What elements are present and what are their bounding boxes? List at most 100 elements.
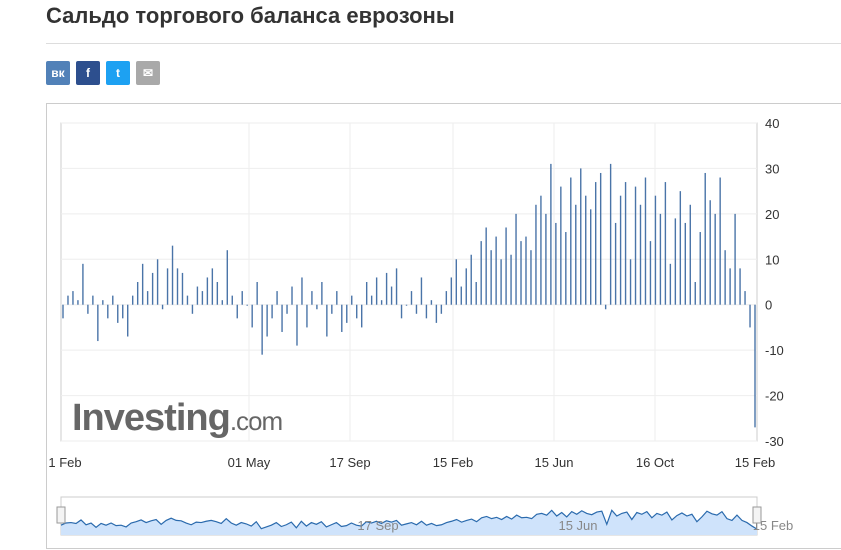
bar [77, 300, 79, 305]
bar [565, 232, 567, 305]
x-tick-label: 15 Jun [534, 455, 573, 470]
bar [385, 272, 388, 305]
bar [112, 295, 114, 305]
bar [709, 200, 711, 305]
bar [146, 291, 149, 305]
bar [276, 291, 278, 305]
bar [614, 222, 617, 305]
bar [714, 213, 716, 305]
bar [181, 272, 184, 305]
bar [560, 186, 562, 305]
bar [390, 286, 393, 305]
bar [515, 213, 517, 305]
bar [231, 295, 233, 305]
email-share-button[interactable]: ✉ [136, 61, 160, 85]
bar [415, 304, 418, 314]
y-tick-label: 10 [765, 252, 779, 267]
bar [629, 259, 632, 305]
bar [191, 304, 194, 314]
y-tick-label: -30 [765, 434, 784, 449]
bar [361, 304, 363, 328]
bar [72, 291, 74, 305]
bar [87, 304, 89, 314]
bar [590, 209, 592, 305]
bar [450, 277, 453, 305]
bar [375, 277, 378, 305]
bar [555, 222, 557, 305]
bar [594, 182, 597, 305]
navigator-line [60, 509, 758, 530]
plot-area [60, 122, 758, 442]
navigator-label: 15 Jun [558, 518, 597, 533]
bar [97, 304, 99, 342]
bar [251, 304, 253, 328]
bar [430, 300, 433, 305]
bar [236, 304, 238, 319]
bar [107, 304, 109, 319]
bar [575, 204, 577, 305]
bar [455, 259, 457, 305]
bar [321, 282, 323, 305]
bar [216, 282, 219, 305]
bar [261, 304, 263, 355]
bar [570, 177, 572, 305]
bar [664, 182, 667, 305]
bar [166, 268, 169, 305]
bar [440, 304, 443, 314]
bar [161, 304, 164, 310]
bar [127, 304, 129, 337]
bar [465, 268, 467, 305]
bar [365, 282, 368, 305]
navigator-label: 17 Sep [357, 518, 398, 533]
bar [82, 263, 84, 305]
bar [719, 177, 721, 305]
bar [171, 245, 174, 305]
bar [151, 272, 154, 305]
bar [525, 236, 527, 305]
bar [410, 291, 413, 305]
bar [490, 250, 492, 305]
x-tick-label: 17 Sep [329, 455, 370, 470]
navigator-area [61, 510, 757, 535]
bar [545, 213, 547, 305]
bar [425, 304, 428, 319]
bar [201, 291, 204, 305]
bar [271, 304, 273, 319]
bar [196, 286, 199, 305]
x-tick-label: 15 Feb [433, 455, 473, 470]
bar [67, 295, 69, 305]
bar [659, 213, 662, 305]
bar [734, 213, 736, 305]
bar [296, 304, 298, 346]
twitter-share-button[interactable]: t [106, 61, 130, 85]
bar [624, 182, 627, 305]
y-tick-label: 0 [765, 298, 772, 313]
bar [699, 232, 701, 305]
bar [395, 268, 398, 305]
y-tick-label: 40 [765, 116, 779, 131]
bar [256, 282, 258, 305]
bar [460, 286, 462, 305]
bar [102, 300, 104, 305]
y-tick-label: -20 [765, 389, 784, 404]
facebook-share-button[interactable]: f [76, 61, 100, 85]
bar [644, 177, 647, 305]
bar [346, 304, 348, 323]
vk-share-button[interactable]: вк [46, 61, 70, 85]
x-tick-label: 01 May [228, 455, 271, 470]
bar [136, 282, 139, 305]
bar [122, 304, 124, 319]
bar [674, 218, 677, 305]
navigator-handle[interactable] [752, 506, 762, 524]
bar [749, 304, 751, 328]
bar [475, 282, 477, 305]
bar [400, 304, 403, 319]
bar [520, 241, 522, 305]
bar [530, 250, 532, 305]
bar [266, 304, 268, 337]
bar [609, 163, 612, 305]
navigator-handle[interactable] [56, 506, 66, 524]
bar [370, 295, 373, 305]
bar [62, 304, 64, 319]
